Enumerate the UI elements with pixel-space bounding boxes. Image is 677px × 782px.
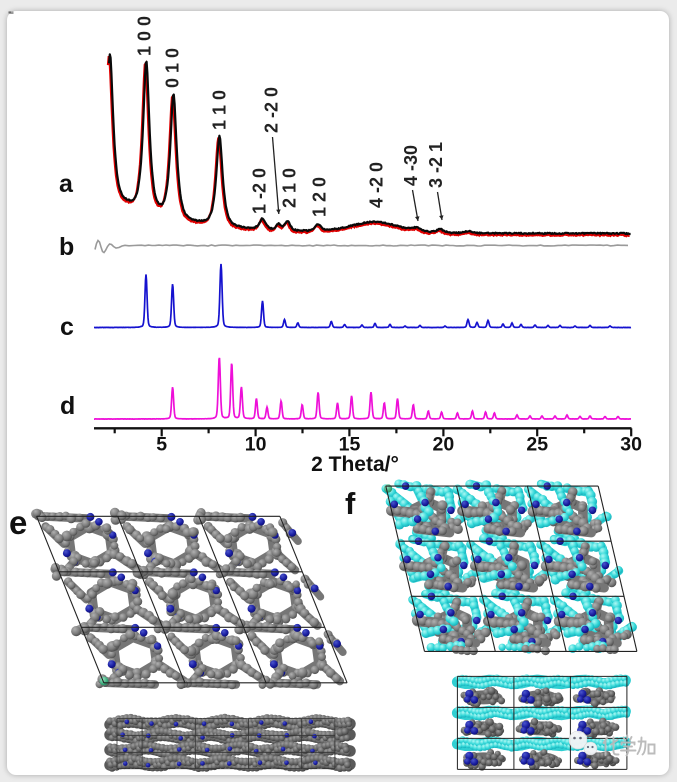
svg-text:f: f bbox=[345, 486, 356, 521]
svg-text:2 Theta/°: 2 Theta/° bbox=[311, 453, 399, 476]
svg-text:3 -2 1: 3 -2 1 bbox=[426, 142, 446, 188]
svg-text:5: 5 bbox=[156, 434, 167, 456]
svg-text:2 -2 0: 2 -2 0 bbox=[262, 87, 282, 133]
svg-text:25: 25 bbox=[526, 434, 548, 456]
svg-text:1 0 0: 1 0 0 bbox=[134, 16, 154, 56]
svg-text:30: 30 bbox=[620, 434, 642, 456]
svg-text:1 1 0: 1 1 0 bbox=[210, 90, 230, 130]
svg-text:4 -2 0: 4 -2 0 bbox=[367, 162, 387, 208]
svg-text:0 1 0: 0 1 0 bbox=[162, 48, 182, 88]
svg-text:b: b bbox=[59, 233, 74, 261]
svg-text:20: 20 bbox=[433, 434, 455, 456]
svg-text:1 -2 0: 1 -2 0 bbox=[249, 168, 269, 214]
svg-text:1 2 0: 1 2 0 bbox=[309, 177, 329, 217]
svg-text:4 -30: 4 -30 bbox=[401, 145, 421, 186]
svg-text:10: 10 bbox=[245, 434, 267, 456]
svg-text:a: a bbox=[59, 170, 74, 198]
svg-text:c: c bbox=[60, 313, 74, 341]
svg-text:e: e bbox=[9, 504, 27, 541]
svg-text:2 1 0: 2 1 0 bbox=[280, 168, 300, 208]
svg-text:d: d bbox=[60, 392, 75, 420]
svg-text:15: 15 bbox=[339, 434, 361, 456]
